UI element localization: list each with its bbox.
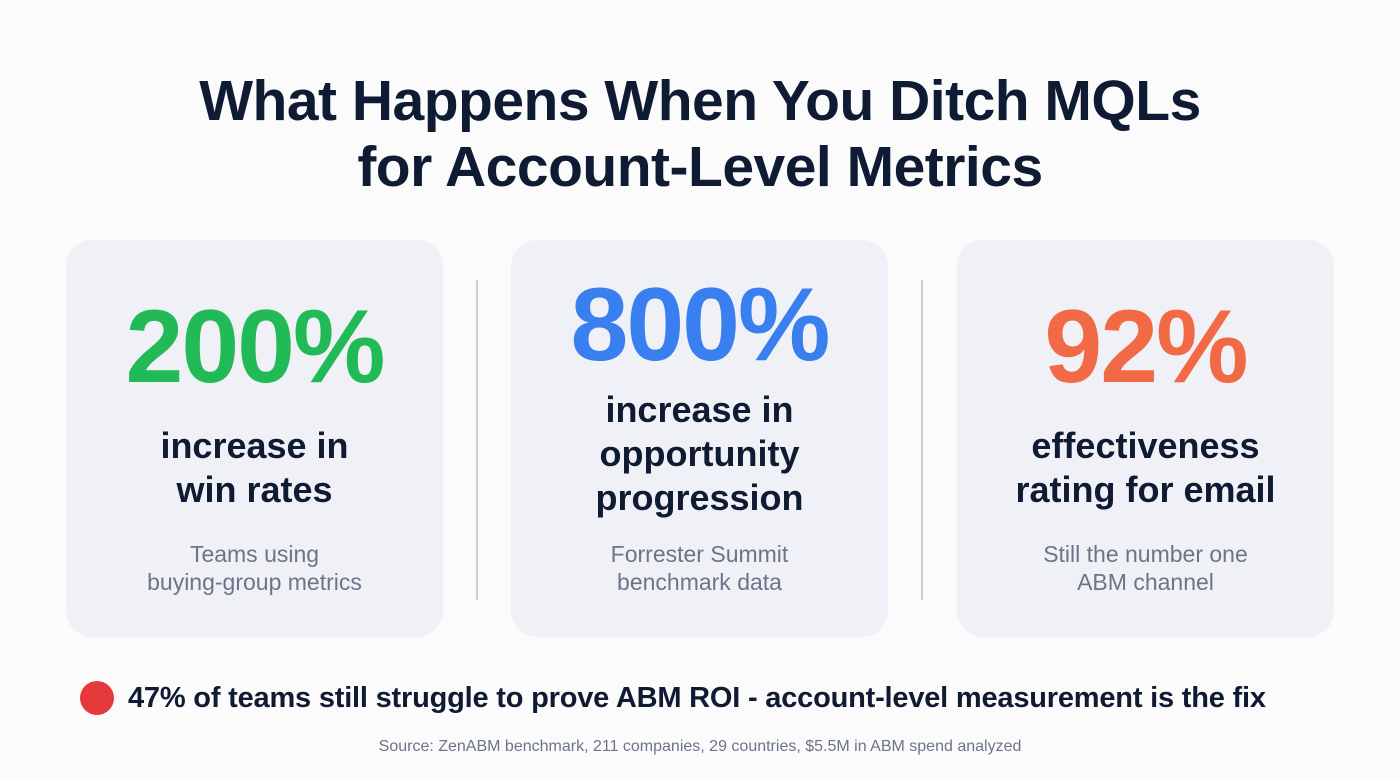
stat-subtext-line: Forrester Summit (610, 541, 789, 567)
stat-label-line: increase in (160, 425, 349, 466)
stat-subtext-line: Teams using (189, 541, 320, 567)
stat-subtext: Teams using buying-group metrics (66, 540, 443, 596)
source-note: Source: ZenABM benchmark, 211 companies,… (378, 738, 1022, 755)
title-line-1: What Happens When You Ditch MQLs (199, 69, 1201, 133)
callout: 47% of teams still struggle to prove ABM… (80, 678, 1266, 718)
stat-label: increase in win rates (66, 424, 443, 512)
divider (476, 280, 478, 600)
page-title: What Happens When You Ditch MQLs for Acc… (0, 68, 1400, 200)
stat-card-email-effectiveness: 92% effectiveness rating for email Still… (957, 240, 1334, 637)
stat-label-line: rating for email (1015, 469, 1276, 510)
stat-subtext: Still the number one ABM channel (957, 540, 1334, 596)
stat-card-opportunity-progression: 800% increase in opportunity progression… (511, 240, 888, 637)
stat-value: 92% (1044, 289, 1248, 405)
stat-value: 200% (125, 289, 386, 405)
red-dot-icon (80, 681, 114, 715)
stat-label-line: win rates (176, 469, 333, 510)
callout-text: 47% of teams still struggle to prove ABM… (128, 681, 1266, 714)
stat-label-line: increase in (605, 389, 794, 430)
stat-subtext-line: benchmark data (617, 569, 782, 595)
stat-value: 800% (570, 267, 831, 383)
stat-label-line: opportunity (599, 433, 800, 474)
stat-subtext-line: Still the number one (1043, 541, 1248, 567)
title-line-2: for Account-Level Metrics (357, 135, 1043, 199)
stat-subtext-line: ABM channel (1077, 569, 1214, 595)
divider (921, 280, 923, 600)
stat-card-win-rates: 200% increase in win rates Teams using b… (66, 240, 443, 637)
stat-subtext-line: buying-group metrics (147, 569, 362, 595)
stat-label: increase in opportunity progression (511, 388, 888, 520)
stat-label-line: progression (595, 477, 804, 518)
stat-label: effectiveness rating for email (957, 424, 1334, 512)
stat-label-line: effectiveness (1031, 425, 1260, 466)
stat-subtext: Forrester Summit benchmark data (511, 540, 888, 596)
